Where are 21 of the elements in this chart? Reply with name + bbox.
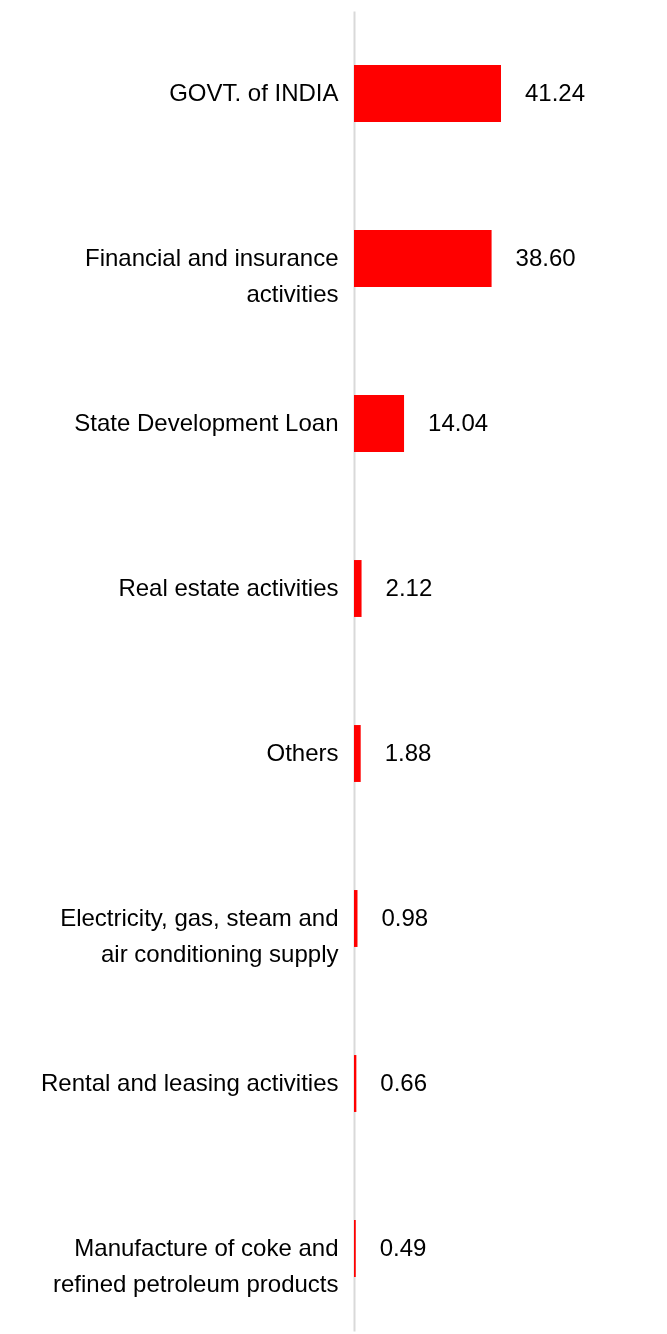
bar bbox=[354, 560, 362, 617]
bar bbox=[354, 65, 501, 122]
data-label: 38.60 bbox=[515, 243, 576, 271]
data-label: 14.04 bbox=[428, 408, 489, 436]
data-label: 0.49 bbox=[379, 1233, 427, 1261]
data-label: 0.66 bbox=[380, 1068, 428, 1096]
data-label: 0.98 bbox=[381, 903, 429, 931]
bar bbox=[354, 230, 492, 287]
y-tick-label: Rental and leasing activities bbox=[40, 1068, 339, 1096]
data-label: 41.24 bbox=[525, 78, 586, 106]
data-label: 1.88 bbox=[384, 738, 432, 766]
bar bbox=[354, 395, 405, 452]
y-tick-label: Financial and insurance activities bbox=[85, 243, 339, 307]
bar bbox=[354, 725, 361, 782]
y-tick-label: Others bbox=[266, 738, 339, 766]
y-tick-label: Electricity, gas, steam and air conditioning supply bbox=[60, 903, 339, 967]
y-tick-label: Manufacture of coke and refined petroleum products bbox=[53, 1233, 339, 1297]
y-tick-label: State Development Loan bbox=[74, 408, 339, 436]
y-tick-label: GOVT. of INDIA bbox=[169, 78, 339, 106]
y-tick-label: Real estate activities bbox=[118, 573, 339, 601]
data-label: 2.12 bbox=[385, 573, 433, 601]
